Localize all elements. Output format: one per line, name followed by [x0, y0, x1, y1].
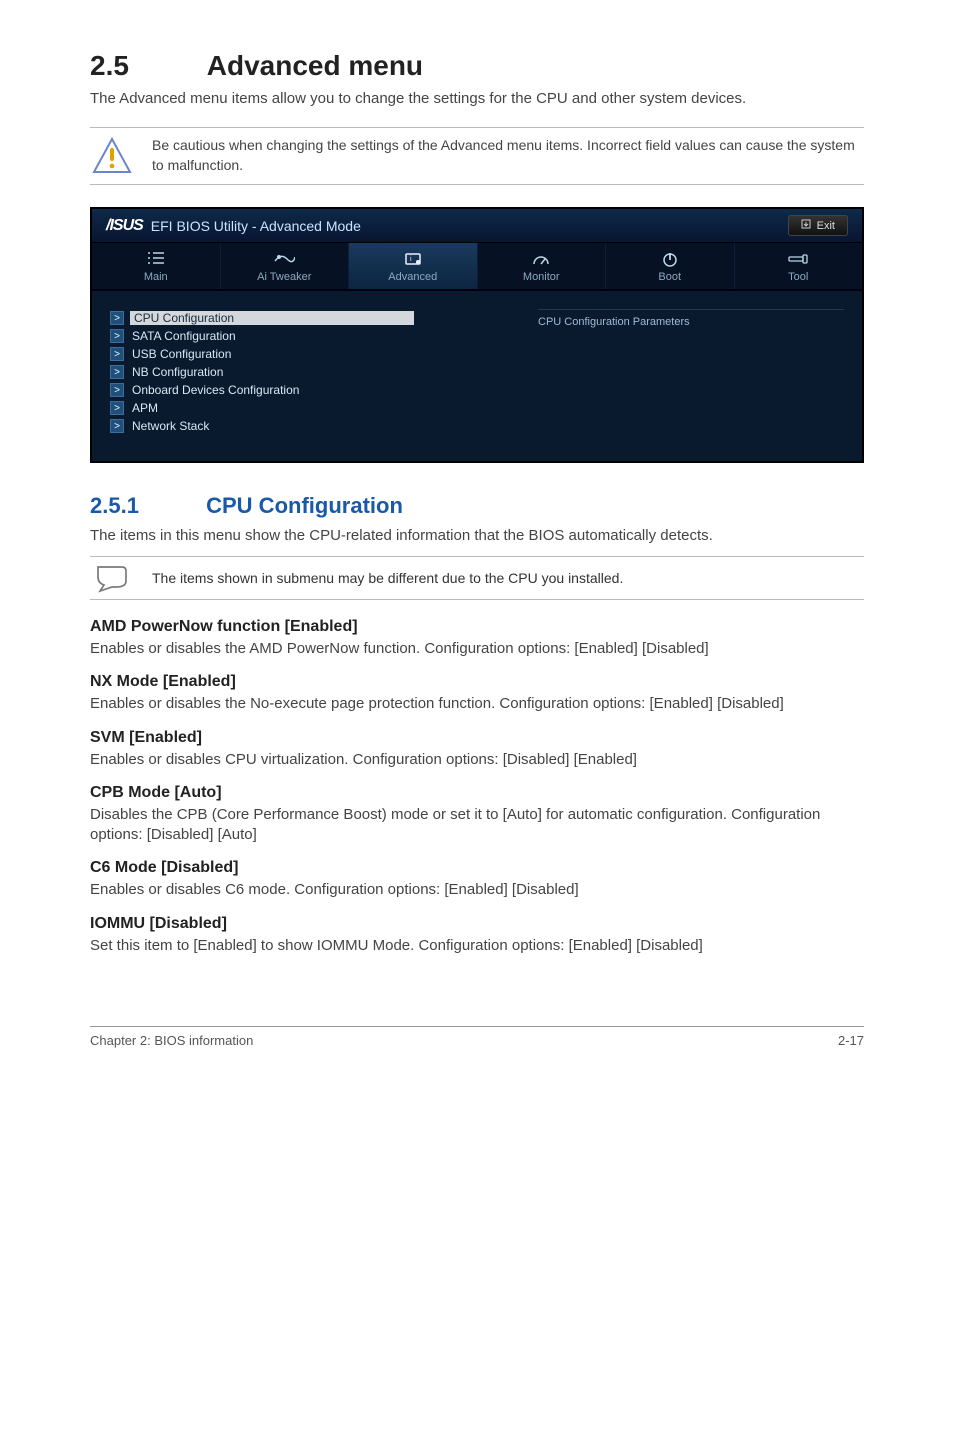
gauge-icon — [531, 251, 551, 269]
bios-tab-label: Tool — [788, 271, 808, 283]
bios-item-network-stack[interactable]: > Network Stack — [110, 417, 518, 435]
bios-item-label: USB Configuration — [130, 347, 231, 361]
bios-tab-label: Ai Tweaker — [257, 271, 311, 283]
bios-tab-label: Boot — [658, 271, 681, 283]
bios-body: > CPU Configuration > SATA Configuration… — [92, 291, 862, 461]
bios-tab-label: Monitor — [523, 271, 560, 283]
chevron-right-icon: > — [110, 401, 124, 415]
chevron-right-icon: > — [110, 419, 124, 433]
power-icon — [661, 251, 679, 269]
bios-item-label: APM — [130, 401, 158, 415]
bios-header: /ISUS EFI BIOS Utility - Advanced Mode E… — [92, 209, 862, 243]
bios-item-usb-config[interactable]: > USB Configuration — [110, 345, 518, 363]
subsection-title-text: CPU Configuration — [206, 493, 403, 518]
chevron-right-icon: > — [110, 365, 124, 379]
bios-tab-label: Advanced — [388, 271, 437, 283]
caution-callout: Be cautious when changing the settings o… — [90, 127, 864, 185]
option-title: C6 Mode [Disabled] — [90, 859, 864, 877]
bios-item-sata-config[interactable]: > SATA Configuration — [110, 327, 518, 345]
bios-tab-bar: Main Ai Tweaker i Advanced Monitor Boot — [92, 243, 862, 291]
svg-text:i: i — [410, 256, 412, 263]
chevron-right-icon: > — [110, 311, 124, 325]
exit-icon — [801, 219, 811, 232]
bios-logo: /ISUS — [106, 217, 143, 235]
option-title: NX Mode [Enabled] — [90, 673, 864, 691]
section-title-text: Advanced menu — [207, 50, 423, 81]
bios-tab-tool[interactable]: Tool — [735, 243, 863, 289]
subsection-intro: The items in this menu show the CPU-rela… — [90, 525, 864, 546]
bios-item-onboard-devices[interactable]: > Onboard Devices Configuration — [110, 381, 518, 399]
note-callout: The items shown in submenu may be differ… — [90, 556, 864, 600]
option-title: SVM [Enabled] — [90, 729, 864, 747]
bios-screenshot: /ISUS EFI BIOS Utility - Advanced Mode E… — [90, 207, 864, 463]
option-title: IOMMU [Disabled] — [90, 915, 864, 933]
subsection-number: 2.5.1 — [90, 493, 200, 519]
option-desc: Enables or disables CPU virtualization. … — [90, 750, 864, 770]
bios-menu-list: > CPU Configuration > SATA Configuration… — [110, 309, 518, 443]
bios-tab-boot[interactable]: Boot — [606, 243, 735, 289]
section-heading: 2.5 Advanced menu — [90, 50, 864, 82]
bios-item-label: NB Configuration — [130, 365, 223, 379]
note-icon — [90, 563, 134, 593]
bios-item-nb-config[interactable]: > NB Configuration — [110, 363, 518, 381]
bios-tab-tweaker[interactable]: Ai Tweaker — [221, 243, 350, 289]
bios-side-panel: CPU Configuration Parameters — [538, 309, 844, 443]
section-number: 2.5 — [90, 50, 200, 82]
bios-item-label: Network Stack — [130, 419, 209, 433]
page-footer: Chapter 2: BIOS information 2-17 — [90, 1026, 864, 1048]
bios-tab-advanced[interactable]: i Advanced — [349, 243, 478, 289]
subsection-heading: 2.5.1 CPU Configuration — [90, 493, 864, 519]
option-desc: Enables or disables C6 mode. Configurati… — [90, 880, 864, 900]
bios-tab-main[interactable]: Main — [92, 243, 221, 289]
bios-side-title: CPU Configuration Parameters — [538, 316, 844, 328]
bios-exit-button[interactable]: Exit — [788, 215, 848, 236]
exit-label: Exit — [817, 220, 835, 232]
option-title: AMD PowerNow function [Enabled] — [90, 618, 864, 636]
chevron-right-icon: > — [110, 329, 124, 343]
bios-tab-monitor[interactable]: Monitor — [478, 243, 607, 289]
bios-tab-label: Main — [144, 271, 168, 283]
option-desc: Enables or disables the AMD PowerNow fun… — [90, 639, 864, 659]
bios-item-label: SATA Configuration — [130, 329, 236, 343]
slider-icon — [273, 251, 295, 269]
bios-item-cpu-config[interactable]: > CPU Configuration — [110, 309, 518, 327]
bios-item-apm[interactable]: > APM — [110, 399, 518, 417]
bios-title: EFI BIOS Utility - Advanced Mode — [151, 218, 361, 234]
section-intro: The Advanced menu items allow you to cha… — [90, 88, 864, 109]
option-title: CPB Mode [Auto] — [90, 784, 864, 802]
bios-item-label: CPU Configuration — [130, 311, 414, 325]
list-icon — [146, 251, 166, 269]
tool-icon — [787, 251, 809, 269]
note-text: The items shown in submenu may be differ… — [152, 570, 623, 586]
option-desc: Set this item to [Enabled] to show IOMMU… — [90, 936, 864, 956]
chevron-right-icon: > — [110, 383, 124, 397]
footer-left: Chapter 2: BIOS information — [90, 1033, 253, 1048]
bios-item-label: Onboard Devices Configuration — [130, 383, 299, 397]
option-desc: Enables or disables the No-execute page … — [90, 694, 864, 714]
option-desc: Disables the CPB (Core Performance Boost… — [90, 805, 864, 846]
chevron-right-icon: > — [110, 347, 124, 361]
chip-icon: i — [403, 251, 423, 269]
caution-text: Be cautious when changing the settings o… — [152, 136, 864, 175]
footer-right: 2-17 — [838, 1033, 864, 1048]
caution-icon — [90, 136, 134, 176]
